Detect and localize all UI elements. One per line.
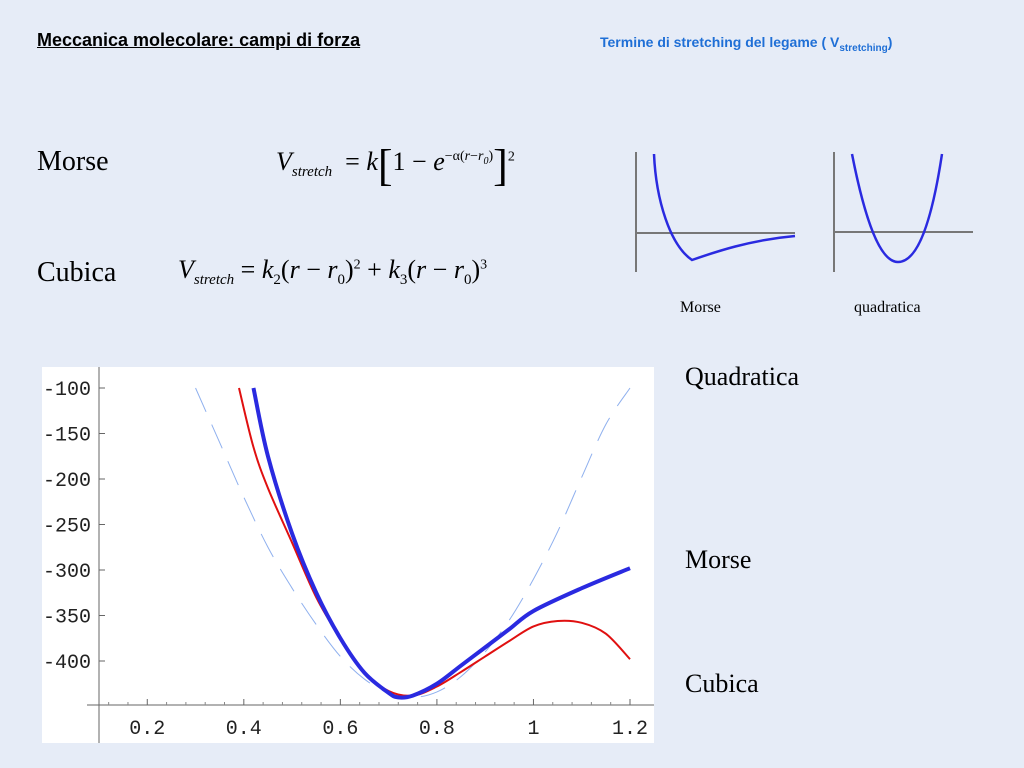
morse-formula-label: Morse	[37, 146, 109, 177]
x-tick-label: 1	[527, 718, 539, 741]
x-tick-label: 0.4	[226, 718, 262, 741]
subtitle-end: )	[887, 34, 893, 50]
series-line-morse	[251, 387, 631, 700]
y-tick-label: -100	[43, 379, 91, 402]
quadratic-thumbnail-label: quadratica	[854, 299, 921, 316]
series-line-quadratica	[195, 387, 631, 698]
y-tick-label: -400	[43, 652, 91, 675]
y-tick-label: -350	[43, 607, 91, 630]
legend-cubic: Cubica	[685, 669, 759, 698]
potential-thumbnails	[635, 152, 973, 272]
potential-chart: 0.2 0.4 0.6 0.8 1 1.2 -100 -150 -200 -250 -300 -350…	[42, 367, 654, 743]
y-tick-label: -150	[43, 425, 91, 448]
x-tick-label: 0.6	[322, 718, 358, 741]
morse-formula: Vstretch = k[1 − e−α(r−r0)]2	[276, 141, 515, 190]
legend-morse: Morse	[685, 545, 752, 574]
chart-svg: 0.2 0.4 0.6 0.8 1 1.2 -100 -150 -200 -250 -300 -350…	[43, 367, 654, 743]
legend-quadratic: Quadratica	[685, 362, 800, 391]
cubic-formula-label: Cubica	[37, 257, 117, 288]
quadratic-thumbnail	[833, 152, 973, 272]
morse-thumbnail	[635, 152, 796, 272]
page-subtitle: Termine di stretching del legame ( Vstre…	[600, 34, 892, 54]
y-tick-label: -250	[43, 516, 91, 539]
quadratic-thumbnail-curve	[850, 153, 944, 264]
subtitle-subscript: stretching	[839, 42, 888, 54]
cubic-formula: Vstretch = k2(r − r0)2 + k3(r − r0)3	[178, 255, 488, 289]
morse-thumbnail-label: Morse	[680, 299, 721, 316]
y-tick-label: -200	[43, 470, 91, 493]
x-tick-label: 1.2	[612, 718, 648, 741]
x-tick-label: 0.2	[129, 718, 165, 741]
y-tick-label: -300	[43, 561, 91, 584]
morse-thumbnail-curve	[652, 153, 796, 262]
x-tick-label: 0.8	[419, 718, 455, 741]
series-line-cubica	[238, 387, 631, 697]
page-title: Meccanica molecolare: campi di forza	[37, 30, 361, 50]
subtitle-main: Termine di stretching del legame ( V	[600, 34, 840, 50]
